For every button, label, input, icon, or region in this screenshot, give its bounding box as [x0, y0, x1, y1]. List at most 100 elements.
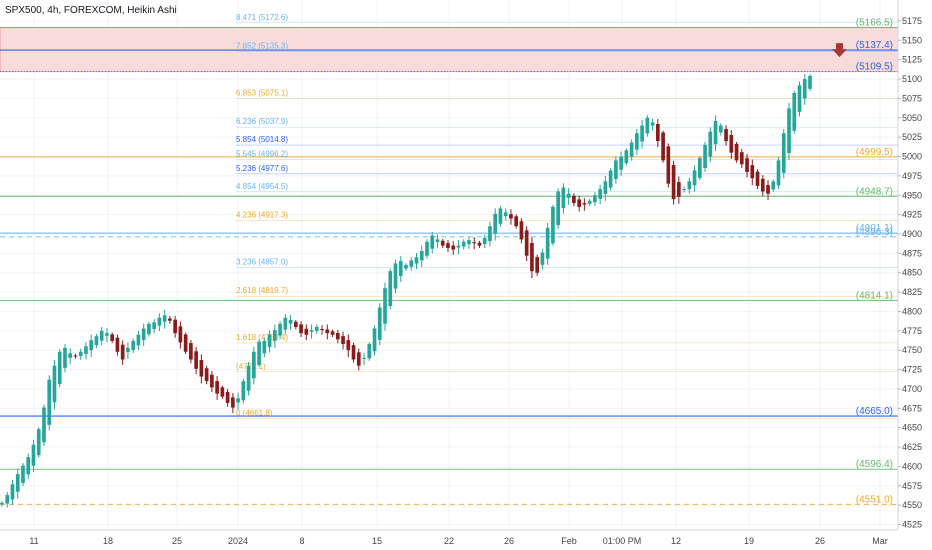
candle-body: [572, 195, 576, 203]
candles: [0, 74, 812, 508]
candle-body: [645, 117, 650, 134]
fib-label: 6.236 (5037.9): [236, 117, 288, 126]
candle-body: [425, 241, 429, 256]
candle-body: [629, 142, 634, 157]
candle-body: [446, 243, 450, 248]
candle-body: [650, 122, 655, 126]
candle-body: [493, 213, 498, 234]
candle-body: [551, 206, 555, 244]
fib-label: 5.236 (4977.6): [236, 164, 288, 173]
candle-body: [199, 360, 204, 377]
candle-body: [299, 324, 303, 334]
candle-body: [797, 85, 802, 112]
x-axis[interactable]: 11 18 25 2024 8 15 22 26 Feb 01:00 PM 12 19 26 Mar: [0, 529, 898, 546]
candle-body: [676, 182, 681, 197]
candle-body: [330, 331, 335, 335]
candle-body: [461, 241, 466, 247]
candle-body: [162, 315, 167, 322]
candle-body: [372, 328, 377, 352]
y-tick-label: 4850: [902, 268, 922, 278]
candle-body: [73, 355, 78, 357]
y-tick-label: 5075: [902, 93, 922, 103]
x-tick-label: 25: [172, 536, 182, 546]
fib-label: 8.471 (5172.6): [236, 13, 288, 22]
candle-body: [377, 307, 382, 340]
candle-body: [231, 397, 235, 408]
candle-body: [404, 264, 408, 269]
candle-body: [671, 165, 676, 200]
candle-body: [514, 216, 519, 227]
candle-body: [89, 340, 94, 351]
candle-body: [503, 212, 508, 217]
candle-body: [346, 340, 351, 351]
candle-body: [42, 407, 46, 443]
candle-body: [781, 133, 786, 173]
y-axis[interactable]: 4525 4550 4575 4600 4625 4650 4675 4700 4725 4750…: [897, 0, 922, 530]
candle-body: [84, 346, 88, 354]
fib-label: 3.236 (4857.0): [236, 257, 288, 266]
y-tick-label: 5175: [902, 16, 922, 26]
candle-body: [708, 131, 713, 157]
x-tick-label: 12: [671, 536, 681, 546]
y-tick-label: 4775: [902, 326, 922, 336]
candle-body: [278, 323, 282, 336]
candle-body: [582, 203, 587, 205]
candle-body: [215, 381, 219, 394]
candle-body: [792, 92, 797, 131]
candle-body: [692, 170, 697, 186]
candle-body: [619, 156, 623, 170]
fib-label: 4.236 (4917.3): [236, 211, 288, 220]
candle-body: [335, 333, 340, 340]
candle-body: [682, 189, 686, 191]
candle-body: [451, 245, 456, 250]
candle-body: [435, 239, 440, 243]
candle-body: [556, 191, 560, 226]
candle-body: [519, 221, 524, 240]
candle-body: [624, 150, 629, 164]
candle-body: [771, 181, 776, 190]
candle-body: [734, 143, 739, 161]
y-tick-label: 5025: [902, 132, 922, 142]
y-tick-label: 4600: [902, 461, 922, 471]
y-tick-label: 4550: [902, 500, 922, 510]
y-tick-label: 5150: [902, 35, 922, 45]
candle-body: [362, 357, 366, 360]
candle-body: [26, 457, 31, 475]
candle-body: [540, 252, 545, 265]
candle-body: [351, 345, 356, 360]
fib-label: 5.545 (4996.2): [236, 149, 288, 158]
candle-body: [545, 227, 550, 259]
x-tick-label: Feb: [561, 536, 577, 546]
candle-body: [15, 474, 20, 492]
candle-body: [587, 200, 592, 204]
candle-body: [120, 344, 125, 360]
candle-body: [173, 319, 177, 334]
candle-body: [78, 351, 83, 356]
x-tick-label: 26: [815, 536, 825, 546]
candle-body: [225, 391, 230, 403]
fib-label: (4722.1): [236, 362, 266, 371]
level-label: (4596.4): [856, 459, 893, 470]
candle-body: [808, 75, 812, 89]
candle-body: [246, 365, 251, 391]
candle-body: [141, 328, 146, 341]
x-tick-label: 26: [504, 536, 514, 546]
y-tick-label: 4875: [902, 248, 922, 258]
y-tick-label: 4750: [902, 345, 922, 355]
candle-body: [210, 374, 214, 388]
candle-body: [535, 257, 540, 273]
candle-body: [383, 288, 387, 324]
y-tick-label: 5050: [902, 113, 922, 123]
candle-body: [614, 160, 618, 180]
chart-title: SPX500, 4h, FOREXCOM, Heikin Ashi: [5, 5, 177, 16]
fib-label: 7.852 (5135.3): [236, 42, 288, 51]
candle-body: [236, 398, 240, 403]
y-tick-label: 4675: [902, 403, 922, 413]
x-tick-label: 22: [444, 536, 454, 546]
x-tick-label: 15: [372, 536, 382, 546]
candle-body: [262, 340, 267, 354]
candle-body: [57, 351, 62, 384]
fib-label: 4.854 (4954.5): [236, 182, 288, 191]
